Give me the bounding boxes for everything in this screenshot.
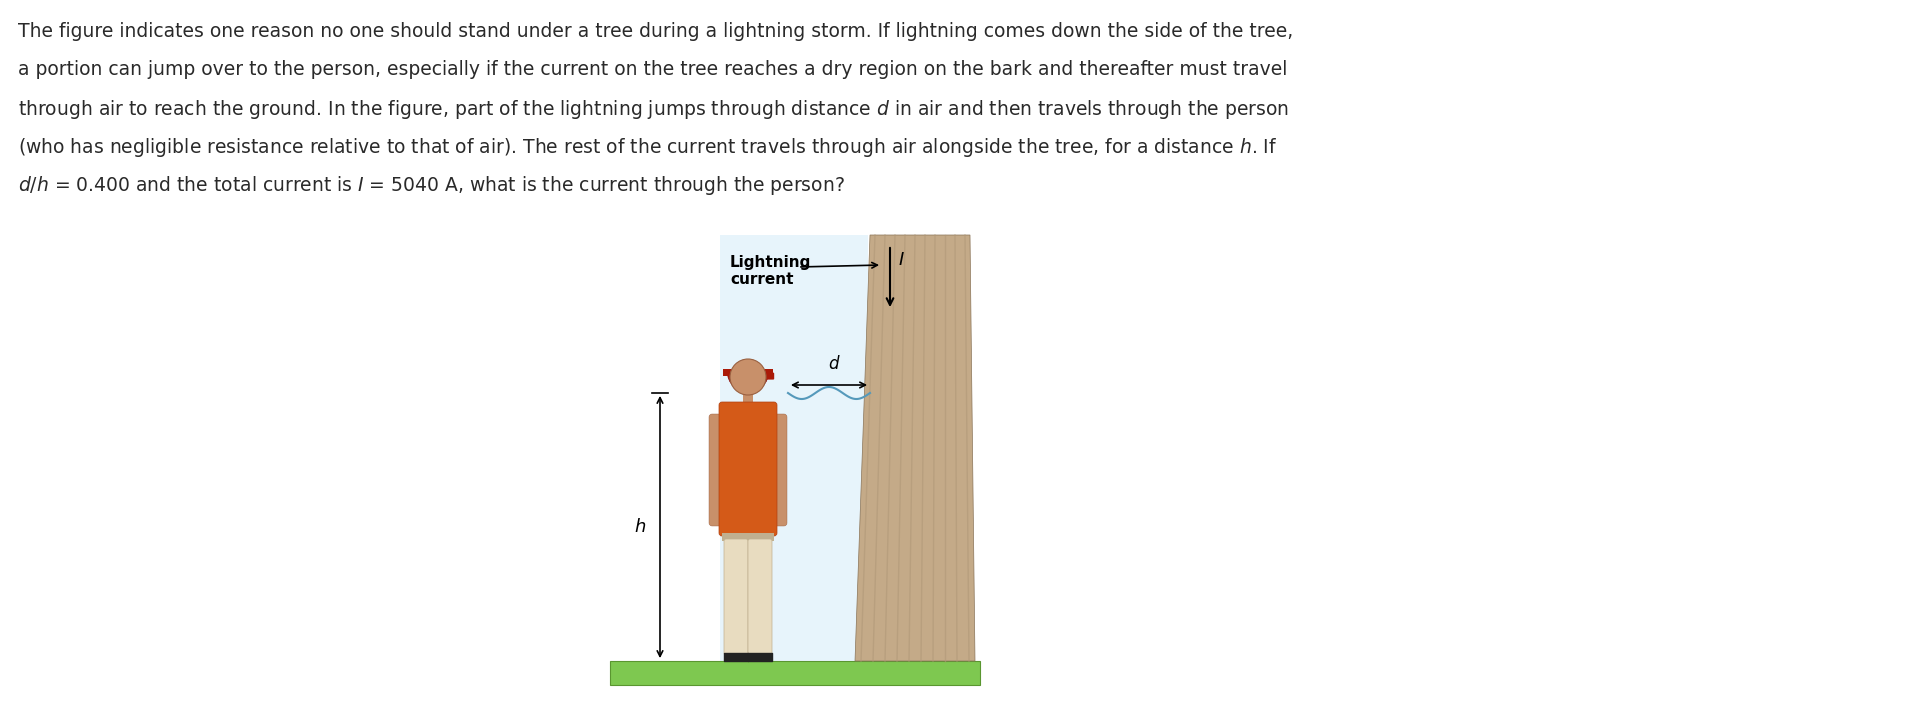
FancyBboxPatch shape — [709, 414, 726, 526]
Circle shape — [730, 359, 766, 395]
Text: $d/h$ = 0.400 and the total current is $I$ = 5040 A, what is the current through: $d/h$ = 0.400 and the total current is $… — [17, 174, 845, 197]
Text: $d$: $d$ — [828, 355, 841, 373]
FancyBboxPatch shape — [724, 539, 747, 655]
FancyBboxPatch shape — [768, 414, 787, 526]
Text: through air to reach the ground. In the figure, part of the lightning jumps thro: through air to reach the ground. In the … — [17, 98, 1289, 121]
Polygon shape — [855, 235, 975, 661]
FancyBboxPatch shape — [747, 539, 772, 655]
Text: The figure indicates one reason no one should stand under a tree during a lightn: The figure indicates one reason no one s… — [17, 22, 1293, 41]
Text: $I$: $I$ — [899, 251, 904, 269]
Bar — [609, 661, 979, 685]
Text: (who has negligible resistance relative to that of air). The rest of the current: (who has negligible resistance relative … — [17, 136, 1278, 159]
Text: a portion can jump over to the person, especially if the current on the tree rea: a portion can jump over to the person, e… — [17, 60, 1288, 79]
FancyBboxPatch shape — [718, 402, 778, 536]
Text: Lightning
current: Lightning current — [730, 255, 810, 288]
FancyBboxPatch shape — [743, 373, 774, 380]
Bar — [743, 392, 753, 405]
Bar — [722, 368, 774, 376]
Bar — [720, 235, 868, 661]
Text: $h$: $h$ — [634, 518, 646, 536]
Wedge shape — [728, 371, 768, 393]
Bar — [722, 533, 774, 541]
